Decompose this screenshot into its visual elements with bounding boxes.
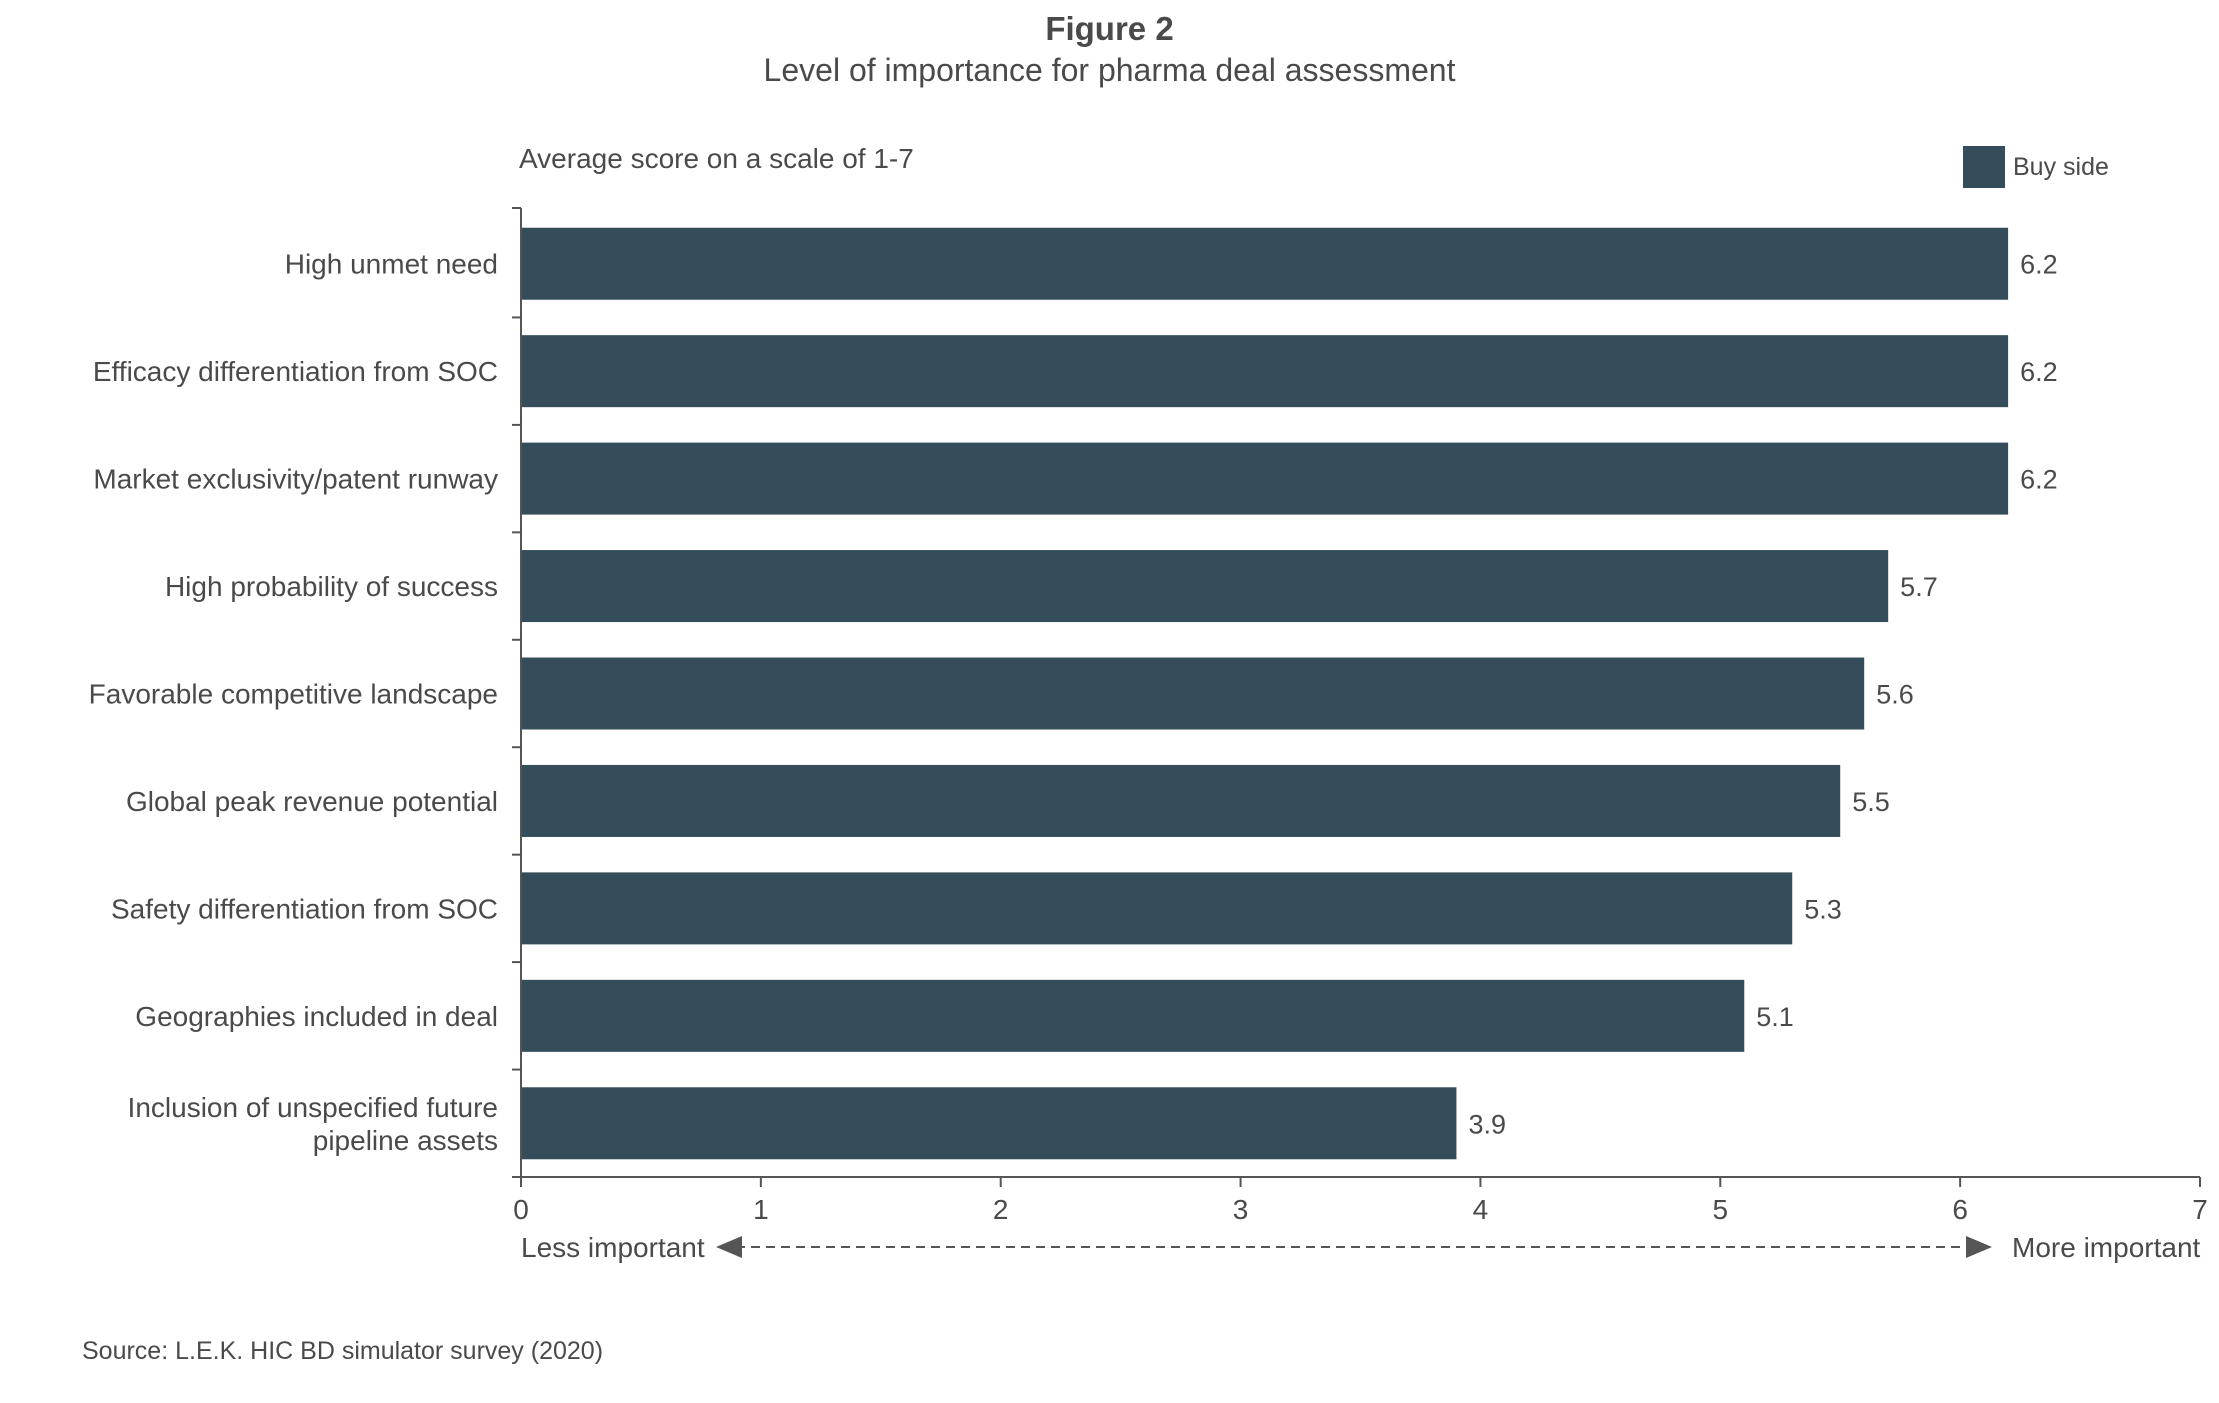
- category-label-8: Geographies included in deal: [135, 1001, 498, 1032]
- data-label-3: 6.2: [2020, 465, 2058, 495]
- x-tick-label-7: 7: [2192, 1194, 2208, 1225]
- bar-2: [521, 335, 2009, 408]
- arrow-right-icon: [1966, 1236, 1992, 1258]
- category-label-6: Global peak revenue potential: [126, 786, 498, 817]
- bar-8: [521, 979, 1745, 1052]
- x-tick-label-1: 1: [753, 1194, 769, 1225]
- more-important-label: More important: [2012, 1232, 2201, 1263]
- data-label-8: 5.1: [1756, 1002, 1794, 1032]
- data-label-1: 6.2: [2020, 250, 2058, 280]
- category-label-7: Safety differentiation from SOC: [111, 893, 498, 924]
- x-tick-label-4: 4: [1473, 1194, 1489, 1225]
- bar-3: [521, 442, 2009, 515]
- category-label-1: High unmet need: [285, 249, 498, 280]
- category-label-9-line-2: pipeline assets: [313, 1125, 498, 1156]
- less-important-label: Less important: [521, 1232, 705, 1263]
- bar-7: [521, 872, 1793, 945]
- arrow-left-icon: [716, 1236, 742, 1258]
- x-tick-label-6: 6: [1952, 1194, 1968, 1225]
- bar-6: [521, 764, 1841, 837]
- chart-title: Figure 2: [1045, 10, 1174, 47]
- x-tick-label-3: 3: [1233, 1194, 1249, 1225]
- legend: Buy side: [1963, 146, 2109, 188]
- category-label-2: Efficacy differentiation from SOC: [93, 356, 498, 387]
- chart-subtitle: Level of importance for pharma deal asse…: [763, 52, 1456, 88]
- x-tick-label-0: 0: [513, 1194, 529, 1225]
- category-label-3: Market exclusivity/patent runway: [93, 464, 498, 495]
- data-label-2: 6.2: [2020, 357, 2058, 387]
- x-tick-label-2: 2: [993, 1194, 1009, 1225]
- category-label-9-line-1: Inclusion of unspecified future: [128, 1092, 498, 1123]
- category-label-4: High probability of success: [165, 571, 498, 602]
- data-label-9: 3.9: [1468, 1109, 1506, 1139]
- legend-label: Buy side: [2013, 152, 2109, 181]
- bar-4: [521, 550, 1889, 623]
- data-label-4: 5.7: [1900, 572, 1938, 602]
- category-label-5: Favorable competitive landscape: [89, 679, 498, 710]
- bar-5: [521, 657, 1865, 730]
- data-label-6: 5.5: [1852, 787, 1890, 817]
- bar-1: [521, 227, 2009, 300]
- legend-swatch: [1963, 146, 2005, 188]
- axis-unit-note: Average score on a scale of 1-7: [519, 143, 914, 174]
- data-label-5: 5.6: [1876, 680, 1914, 710]
- bar-9: [521, 1087, 1457, 1160]
- source-note: Source: L.E.K. HIC BD simulator survey (…: [82, 1337, 604, 1365]
- data-label-7: 5.3: [1804, 894, 1842, 924]
- x-tick-label-5: 5: [1712, 1194, 1728, 1225]
